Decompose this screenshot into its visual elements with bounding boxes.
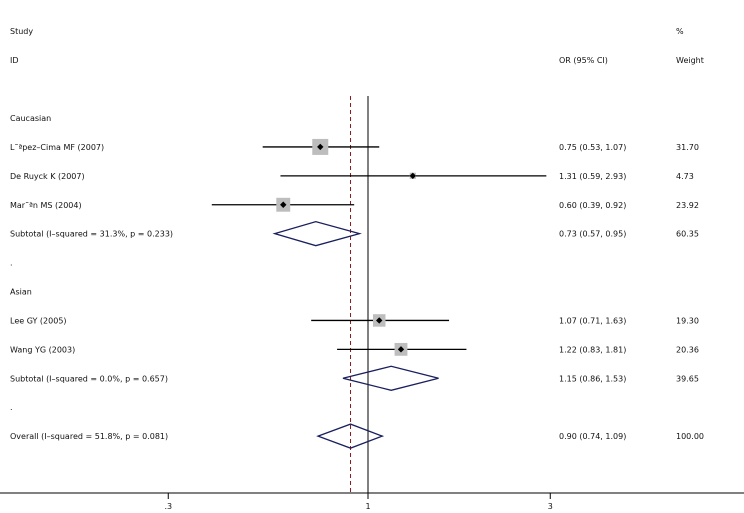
header-id: ID — [10, 56, 19, 65]
subtotal-diamond — [342, 365, 439, 391]
row-label-group: Asian — [10, 288, 32, 297]
point-estimate-marker — [317, 143, 324, 151]
or-ci-value: 1.15 (0.86, 1.53) — [559, 374, 626, 383]
point-estimate-marker — [397, 346, 405, 353]
weight-value: 20.36 — [676, 345, 699, 354]
or-ci-value: 0.60 (0.39, 0.92) — [559, 201, 626, 210]
overall-diamond — [316, 423, 385, 449]
or-ci-value: 1.22 (0.83, 1.81) — [559, 345, 626, 354]
x-tick-label: 1 — [365, 502, 370, 511]
weight-value: 100.00 — [676, 432, 704, 441]
or-ci-value: 0.73 (0.57, 0.95) — [559, 230, 626, 239]
point-estimate-marker — [376, 317, 383, 324]
or-ci-value: 1.31 (0.59, 2.93) — [559, 172, 626, 181]
header-weight: Weight — [676, 56, 704, 65]
or-ci-value: 1.07 (0.71, 1.63) — [559, 316, 626, 325]
subtotal-diamond — [272, 221, 362, 247]
row-label-spacer: . — [10, 403, 13, 412]
weight-value: 19.30 — [676, 316, 699, 325]
row-label-study: Lee GY (2005) — [10, 316, 67, 325]
header-study: Study — [10, 27, 33, 36]
row-label-study: De Ruyck K (2007) — [10, 172, 85, 181]
header-percent: % — [676, 27, 684, 36]
or-ci-value: 0.90 (0.74, 1.09) — [559, 432, 626, 441]
point-estimate-marker — [409, 172, 416, 180]
point-estimate-marker — [280, 201, 287, 208]
row-label-study: Mar˜ªn MS (2004) — [10, 201, 82, 210]
or-ci-value: 0.75 (0.53, 1.07) — [559, 143, 626, 152]
row-label-overall: Overall (I–squared = 51.8%, p = 0.081) — [10, 432, 168, 441]
x-tick-label: 3 — [548, 502, 553, 511]
x-tick-label: .3 — [164, 502, 172, 511]
row-label-spacer: . — [10, 259, 13, 268]
row-label-study: Wang YG (2003) — [10, 345, 75, 354]
weight-value: 60.35 — [676, 230, 699, 239]
weight-value: 39.65 — [676, 374, 699, 383]
row-label-subtotal: Subtotal (I–squared = 0.0%, p = 0.657) — [10, 374, 168, 383]
row-label-subtotal: Subtotal (I–squared = 31.3%, p = 0.233) — [10, 230, 173, 239]
weight-value: 23.92 — [676, 201, 699, 210]
row-label-study: L˜ªpez–Cima MF (2007) — [10, 143, 104, 152]
header-or-ci: OR (95% CI) — [559, 56, 608, 65]
weight-value: 4.73 — [676, 172, 694, 181]
weight-value: 31.70 — [676, 143, 699, 152]
row-label-group: Caucasian — [10, 114, 51, 123]
